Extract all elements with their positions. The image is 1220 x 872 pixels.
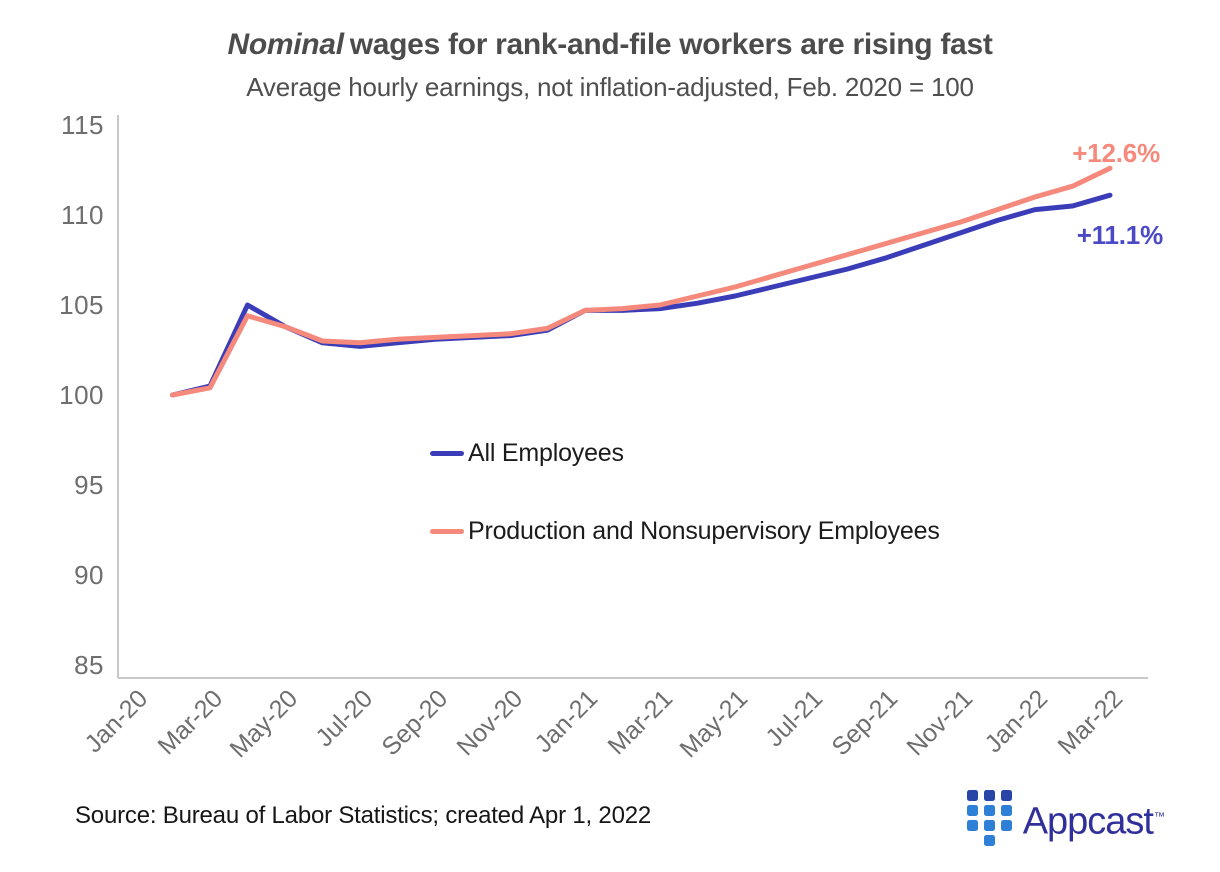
logo-square — [983, 805, 995, 817]
legend-item-production: Production and Nonsupervisory Employees — [430, 515, 940, 547]
page-title: Nominal wages for rank-and-file workers a… — [0, 28, 1220, 62]
x-axis-tick-label: May-21 — [674, 684, 753, 763]
logo-square — [983, 790, 995, 802]
x-axis-tick-label: Jul-20 — [310, 684, 378, 752]
logo-square — [1000, 820, 1012, 832]
chart-legend: All Employees Production and Nonsupervis… — [430, 437, 940, 547]
logo-square — [966, 805, 978, 817]
x-axis-tick-label: Sep-20 — [376, 684, 453, 761]
series-line-all-employees — [170, 192, 1113, 398]
y-axis-tick-label: 110 — [61, 200, 104, 230]
y-axis-tick-label: 90 — [74, 560, 104, 590]
y-axis-tick-label: 85 — [74, 650, 104, 680]
x-axis-tick-label: May-20 — [224, 684, 303, 763]
series-line-production-and-nonsupervisory-employees — [170, 165, 1113, 398]
logo-square — [1000, 790, 1012, 802]
appcast-wordmark: Appcast™ — [1022, 800, 1165, 843]
source-note: Source: Bureau of Labor Statistics; crea… — [75, 802, 652, 829]
logo-square — [1000, 805, 1012, 817]
y-axis-tick-label: 115 — [61, 110, 104, 140]
x-axis-tick-label: Mar-20 — [152, 684, 228, 760]
x-axis-tick-label: Nov-21 — [901, 684, 978, 761]
logo-square — [966, 790, 978, 802]
appcast-logo: Appcast™ — [966, 788, 1165, 851]
legend-swatch-production — [430, 528, 464, 534]
legend-label-all-employees: All Employees — [468, 438, 624, 467]
x-axis-tick-label: Mar-22 — [1052, 684, 1128, 760]
x-axis-tick-label: Sep-21 — [826, 684, 903, 761]
x-axis-tick-label: Jan-21 — [529, 684, 603, 758]
y-axis-tick-label: 100 — [59, 380, 104, 410]
annotation-production-change: +12.6% — [1072, 138, 1160, 168]
legend-label-production: Production and Nonsupervisory Employees — [468, 516, 940, 545]
logo-square — [966, 820, 978, 832]
page-title-rest: wages for rank-and-file workers are risi… — [349, 28, 993, 61]
x-axis-tick-label: Jul-21 — [760, 684, 828, 752]
logo-square — [983, 820, 995, 832]
page-subtitle: Average hourly earnings, not inflation-a… — [246, 72, 974, 102]
annotation-all-employees-change: +11.1% — [1076, 220, 1163, 250]
legend-item-all-employees: All Employees — [430, 437, 940, 469]
x-axis-tick-label: Jan-22 — [979, 684, 1053, 758]
trademark-symbol: ™ — [1154, 811, 1165, 823]
y-axis-tick-label: 95 — [74, 470, 104, 500]
x-axis-tick-label: Jan-20 — [79, 684, 153, 758]
y-axis-tick-label: 105 — [59, 290, 104, 320]
page-title-emphasis: Nominal — [227, 28, 344, 61]
logo-square — [983, 835, 995, 847]
appcast-logo-mark-icon — [966, 790, 1013, 848]
legend-swatch-all-employees — [430, 450, 464, 456]
x-axis-tick-label: Nov-20 — [451, 684, 528, 761]
x-axis-tick-label: Mar-21 — [602, 684, 678, 760]
